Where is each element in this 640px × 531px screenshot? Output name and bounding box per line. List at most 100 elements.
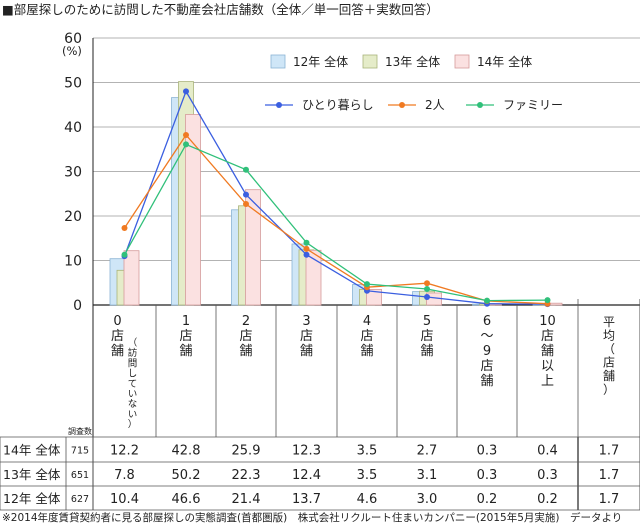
sample-size-header: 調査数 — [68, 426, 92, 436]
y-tick-label: 50 — [64, 76, 82, 92]
x-tick-label: 1 — [182, 314, 190, 329]
data-label: 3.1 — [417, 468, 438, 483]
data-label: 50.2 — [172, 468, 201, 483]
y-tick-label: 40 — [64, 120, 82, 136]
data-label: 7.8 — [114, 468, 135, 483]
average-header: 店 — [603, 356, 615, 370]
chart-title: ■部屋探しのために訪問した不動産会社店舗数（全体／単一回答＋実数回答） — [2, 2, 439, 17]
data-point — [183, 141, 189, 148]
bar — [123, 250, 140, 306]
legend-label: 2人 — [425, 98, 445, 112]
x-tick-label: 店 — [239, 329, 252, 344]
data-point — [484, 297, 490, 304]
legend-label: 14年 全体 — [477, 54, 532, 69]
x-tick-label: 店 — [541, 329, 554, 344]
x-tick-label: 舗 — [179, 344, 192, 359]
bars — [109, 81, 563, 306]
x-tick-label: 9 — [483, 344, 491, 359]
y-tick-label: 10 — [64, 254, 82, 270]
lines — [121, 88, 551, 308]
data-label: 4.6 — [357, 492, 378, 507]
y-axis-unit: (%) — [62, 44, 82, 58]
data-point — [183, 132, 189, 138]
data-point — [243, 191, 249, 198]
data-point — [243, 166, 249, 173]
average-header: （ — [603, 342, 615, 356]
data-point — [303, 245, 310, 252]
data-point — [183, 88, 189, 95]
x-tick-label: 5 — [423, 314, 431, 329]
data-label: 0.3 — [477, 468, 498, 483]
row-label: 13年 全体 — [3, 467, 61, 482]
data-point — [121, 225, 128, 231]
x-tick-label: 店 — [111, 329, 124, 344]
y-tick-label: 20 — [64, 209, 82, 225]
x-tick-label: 店 — [360, 329, 373, 344]
data-label: 22.3 — [232, 468, 261, 483]
x-tick-sublabel: な — [128, 399, 138, 410]
bar — [305, 249, 322, 306]
x-tick-label: 6 — [483, 314, 491, 329]
x-tick-label: 上 — [541, 374, 554, 389]
x-tick-label: 4 — [363, 314, 371, 329]
average-header: 均 — [603, 329, 615, 343]
legend-label: 12年 全体 — [293, 54, 348, 69]
legend-label: ひとり暮らし — [302, 98, 374, 112]
bar — [366, 288, 382, 306]
x-tick-sublabel: ） — [128, 419, 138, 431]
average-header: 舗 — [603, 369, 615, 383]
legend-label: 13年 全体 — [385, 54, 440, 69]
data-label: 3.5 — [357, 444, 378, 459]
data-point — [121, 251, 128, 258]
x-tick-label: 舗 — [239, 344, 252, 359]
data-label: 12.3 — [292, 444, 321, 459]
data-point — [243, 201, 249, 207]
series-line — [123, 143, 548, 302]
data-label: 2.7 — [417, 444, 438, 459]
data-table: 0店舗（訪問していない）1店舗2店舗3店舗4店舗5店舗6～9店舗10店舗以上平均… — [0, 299, 640, 511]
x-tick-sublabel: （ — [128, 337, 138, 349]
x-tick-sublabel: し — [128, 369, 138, 380]
y-tick-label: 60 — [64, 31, 82, 47]
average-value: 1.7 — [599, 492, 620, 507]
x-tick-label: ～ — [480, 329, 493, 344]
row-label: 14年 全体 — [3, 443, 61, 458]
data-label: 46.6 — [172, 492, 201, 507]
legend-swatch — [454, 54, 470, 69]
x-tick-sublabel: 問 — [128, 358, 138, 369]
data-point — [364, 281, 370, 288]
data-label: 0.4 — [537, 444, 558, 459]
x-tick-label: 舗 — [300, 344, 313, 359]
x-tick-sublabel: い — [128, 409, 138, 420]
legend-marker — [276, 102, 282, 108]
x-tick-label: 舗 — [541, 344, 554, 359]
legend-marker — [477, 102, 483, 108]
x-tick-label: 0 — [113, 314, 121, 329]
average-value: 1.7 — [599, 444, 620, 459]
x-tick-sublabel: 訪 — [128, 347, 138, 359]
x-tick-sublabel: て — [128, 379, 138, 390]
data-label: 21.4 — [232, 492, 261, 507]
row-label: 12年 全体 — [3, 491, 61, 506]
series-line — [123, 89, 548, 305]
bar — [185, 114, 201, 306]
data-label: 3.5 — [357, 468, 378, 483]
x-tick-sublabel: い — [128, 389, 138, 400]
data-label: 0.3 — [477, 444, 498, 459]
average-header: 平 — [603, 315, 615, 329]
x-tick-label: 3 — [302, 314, 310, 329]
data-point — [424, 294, 430, 300]
legend-marker — [399, 102, 405, 108]
data-point — [544, 297, 551, 304]
data-label: 0.2 — [537, 492, 558, 507]
x-tick-label: 舗 — [480, 374, 493, 389]
y-tick-label: 0 — [73, 298, 82, 314]
data-label: 12.4 — [292, 468, 321, 483]
data-label: 10.4 — [110, 492, 139, 507]
data-label: 3.0 — [417, 492, 438, 507]
legend-swatch — [270, 54, 286, 69]
x-tick-label: 店 — [420, 329, 433, 344]
x-tick-label: 10 — [539, 314, 556, 329]
